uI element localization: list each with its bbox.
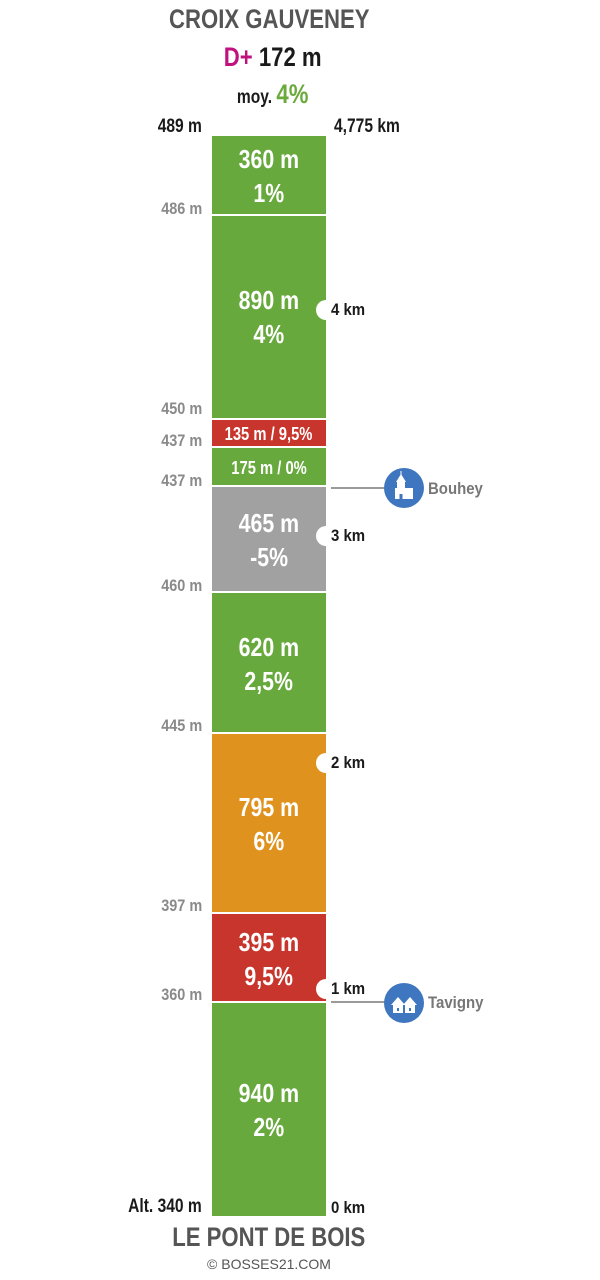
gain-value: 172 m bbox=[258, 42, 322, 72]
altitude-label: 437 m bbox=[161, 471, 202, 490]
altitude-label: 360 m bbox=[161, 985, 202, 1004]
segment-7: 795 m 6% bbox=[212, 732, 326, 914]
houses-icon bbox=[384, 983, 424, 1023]
town-name: Bouhey bbox=[428, 479, 483, 498]
segment-length: 620 m bbox=[238, 631, 300, 662]
segment-4: 175 m / 0% bbox=[212, 446, 326, 487]
segment-2: 890 m 4% bbox=[212, 214, 326, 418]
segment-grade: 2,5% bbox=[244, 665, 294, 696]
altitude-label: 397 m bbox=[161, 896, 202, 915]
avg-label: moy. bbox=[236, 87, 272, 108]
segment-length: 465 m bbox=[238, 508, 300, 538]
segment-length: 795 m bbox=[238, 792, 300, 822]
altitude-label: 460 m bbox=[161, 576, 202, 595]
segment-9: 940 m 2% bbox=[212, 1001, 326, 1216]
start-location: LE PONT DE BOIS bbox=[172, 1222, 366, 1252]
avg-value: 4% bbox=[276, 79, 309, 109]
segment-label: 175 m / 0% bbox=[231, 457, 307, 478]
town-connector bbox=[331, 1001, 385, 1003]
km-marker: 1 km bbox=[331, 979, 366, 998]
km-marker: 4 km bbox=[331, 300, 366, 319]
segment-grade: 4% bbox=[253, 319, 285, 349]
segment-grade: -5% bbox=[250, 542, 288, 572]
average-grade: moy. 4% bbox=[0, 79, 545, 110]
segment-8: 395 m 9,5% bbox=[212, 912, 326, 1003]
segment-1: 360 m 1% bbox=[212, 134, 326, 216]
climb-title: CROIX GAUVENEY bbox=[168, 4, 370, 34]
segment-grade: 1% bbox=[253, 178, 285, 208]
altitude-label: 437 m bbox=[161, 431, 202, 450]
km-notch bbox=[316, 300, 336, 320]
segment-5: 465 m -5% bbox=[212, 485, 326, 593]
segment-length: 395 m bbox=[238, 926, 300, 957]
segment-grade: 6% bbox=[253, 826, 285, 856]
segment-6: 620 m 2,5% bbox=[212, 591, 326, 734]
town-name: Tavigny bbox=[428, 993, 484, 1012]
km-notch bbox=[316, 753, 336, 773]
km-notch bbox=[316, 526, 336, 546]
top-altitude: 489 m bbox=[157, 116, 202, 137]
km-marker: 2 km bbox=[331, 753, 366, 772]
km-marker: 3 km bbox=[331, 526, 366, 545]
church-icon bbox=[384, 468, 424, 508]
segment-length: 940 m bbox=[238, 1077, 300, 1108]
segment-grade: 2% bbox=[253, 1111, 285, 1142]
town-connector bbox=[331, 487, 385, 489]
gain-prefix: D+ bbox=[223, 42, 253, 72]
altitude-label: 450 m bbox=[161, 399, 202, 418]
base-altitude: Alt. 340 m bbox=[128, 1196, 202, 1217]
segment-length: 360 m bbox=[238, 144, 300, 174]
segment-length: 890 m bbox=[238, 285, 300, 315]
altitude-label: 486 m bbox=[161, 199, 202, 218]
segment-3: 135 m / 9,5% bbox=[212, 418, 326, 448]
km-notch bbox=[316, 979, 336, 999]
altitude-label: 445 m bbox=[161, 716, 202, 735]
credit: © BOSSES21.COM bbox=[207, 1256, 331, 1272]
elevation-gain: D+ 172 m bbox=[0, 42, 545, 73]
segment-grade: 9,5% bbox=[244, 960, 294, 991]
total-distance: 4,775 km bbox=[334, 116, 400, 137]
segment-label: 135 m / 9,5% bbox=[225, 424, 313, 444]
base-distance: 0 km bbox=[331, 1198, 366, 1217]
